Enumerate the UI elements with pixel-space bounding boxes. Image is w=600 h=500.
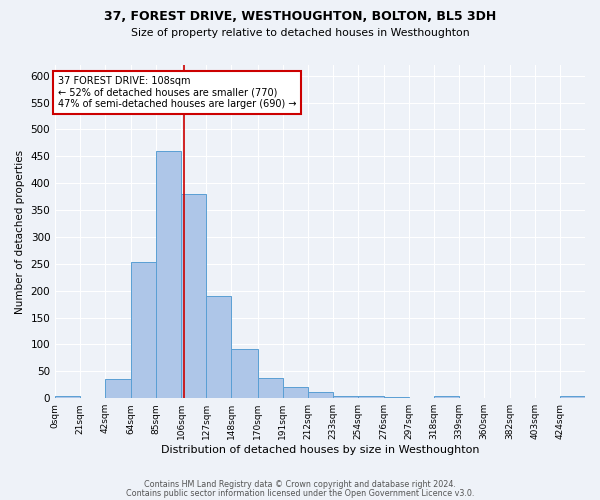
Text: Size of property relative to detached houses in Westhoughton: Size of property relative to detached ho… bbox=[131, 28, 469, 38]
Bar bbox=[308, 392, 332, 398]
Bar bbox=[257, 378, 283, 398]
Bar bbox=[384, 396, 409, 398]
Bar bbox=[332, 396, 358, 398]
Text: 37, FOREST DRIVE, WESTHOUGHTON, BOLTON, BL5 3DH: 37, FOREST DRIVE, WESTHOUGHTON, BOLTON, … bbox=[104, 10, 496, 23]
Bar bbox=[232, 350, 257, 398]
Y-axis label: Number of detached properties: Number of detached properties bbox=[15, 150, 25, 314]
Text: Contains public sector information licensed under the Open Government Licence v3: Contains public sector information licen… bbox=[126, 489, 474, 498]
X-axis label: Distribution of detached houses by size in Westhoughton: Distribution of detached houses by size … bbox=[161, 445, 479, 455]
Text: Contains HM Land Registry data © Crown copyright and database right 2024.: Contains HM Land Registry data © Crown c… bbox=[144, 480, 456, 489]
Bar bbox=[560, 396, 585, 398]
Bar bbox=[283, 388, 308, 398]
Bar bbox=[55, 396, 80, 398]
Bar bbox=[434, 396, 459, 398]
Bar bbox=[131, 262, 157, 398]
Bar bbox=[105, 380, 131, 398]
Text: 37 FOREST DRIVE: 108sqm
← 52% of detached houses are smaller (770)
47% of semi-d: 37 FOREST DRIVE: 108sqm ← 52% of detache… bbox=[58, 76, 296, 109]
Bar bbox=[157, 151, 181, 398]
Bar bbox=[358, 396, 384, 398]
Bar bbox=[181, 194, 206, 398]
Bar bbox=[206, 296, 232, 398]
